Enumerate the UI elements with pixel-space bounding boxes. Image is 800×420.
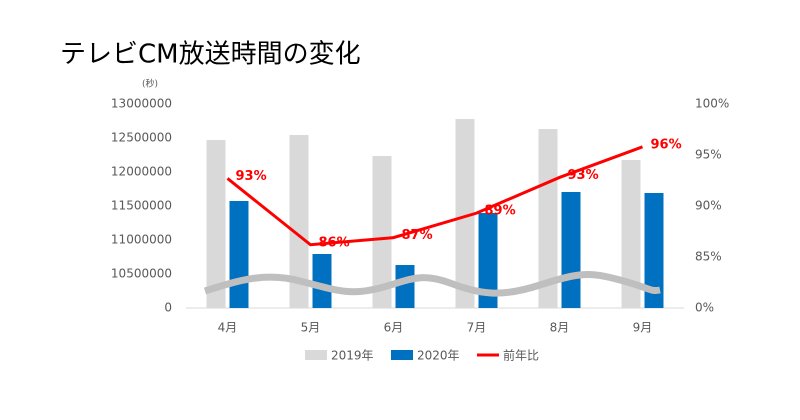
y-tick-label: 0: [164, 301, 172, 315]
bar: [229, 200, 249, 308]
data-label: 93%: [568, 168, 599, 183]
chart-title: テレビCM放送時間の変化: [60, 40, 361, 70]
bar: [478, 213, 498, 308]
y-tick-label: 12500000: [111, 131, 172, 145]
x-tick-label: 8月: [550, 321, 570, 335]
x-tick-label: 9月: [633, 321, 653, 335]
y2-tick-label: 95%: [695, 148, 722, 162]
y-unit: (秒): [142, 78, 158, 90]
bar: [538, 129, 558, 308]
legend-swatch: [305, 350, 327, 360]
bar: [644, 193, 664, 308]
bar: [455, 119, 475, 308]
y-tick-label: 10500000: [111, 267, 172, 281]
data-label: 96%: [651, 137, 682, 152]
bar: [289, 135, 309, 308]
bar: [621, 160, 641, 308]
y2-tick-label: 0%: [695, 301, 714, 315]
axis-break: [203, 271, 661, 297]
data-label: 86%: [319, 235, 350, 250]
x-tick-label: 4月: [218, 321, 238, 335]
line: [226, 145, 644, 247]
data-label: 89%: [485, 204, 516, 219]
legend-label: 2019年: [331, 349, 374, 363]
y-tick-label: 13000000: [111, 97, 172, 111]
x-tick-label: 7月: [467, 321, 487, 335]
x-tick-label: 6月: [384, 321, 404, 335]
y-tick-label: 11500000: [111, 199, 172, 213]
y-tick-label: 11000000: [111, 233, 172, 247]
bar: [372, 156, 392, 308]
y2-tick-label: 85%: [695, 250, 722, 264]
data-label: 93%: [236, 169, 267, 184]
legend-label: 前年比: [503, 348, 539, 363]
bar: [206, 140, 226, 308]
bar: [395, 265, 415, 308]
legend-label: 2020年: [417, 349, 460, 363]
legend-swatch: [391, 350, 413, 360]
y-tick-label: 12000000: [111, 165, 172, 179]
bar: [312, 254, 332, 308]
bar: [561, 191, 581, 308]
y2-tick-label: 90%: [695, 199, 722, 213]
data-label: 87%: [402, 228, 433, 243]
x-tick-label: 5月: [301, 321, 321, 335]
y2-tick-label: 100%: [695, 97, 729, 111]
